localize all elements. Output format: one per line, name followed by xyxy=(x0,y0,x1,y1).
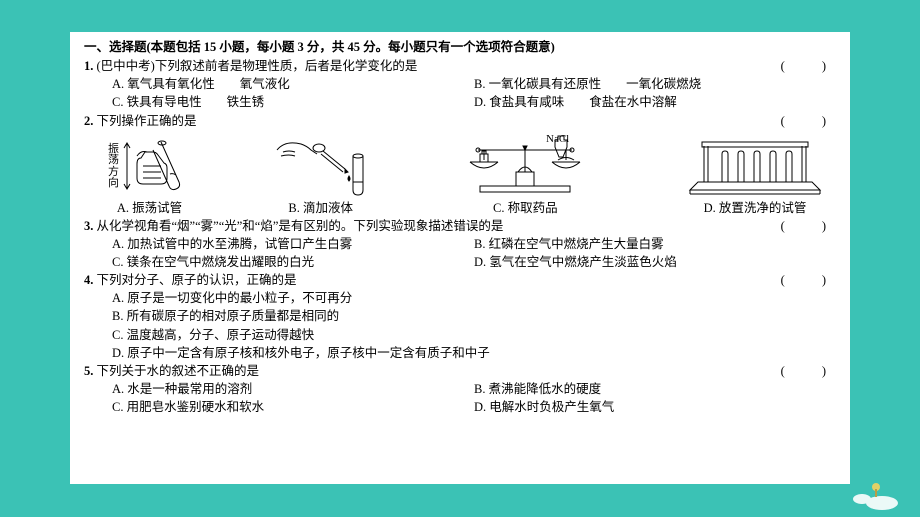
q4-opt-b: B. 所有碳原子的相对原子质量都是相同的 xyxy=(112,307,836,325)
q2-num: 2. xyxy=(84,114,93,128)
q5-opt-c: C. 用肥皂水鉴别硬水和软水 xyxy=(112,398,474,416)
q1-opt-a: A. 氧气具有氧化性 氧气液化 xyxy=(112,75,474,93)
q2-cap-b: B. 滴加液体 xyxy=(288,199,353,217)
q3-stem: 从化学视角看“烟”“雾”“光”和“焰”是有区别的。下列实验现象描述错误的是 xyxy=(97,219,504,233)
q3-opt-a: A. 加热试管中的水至沸腾，试管口产生白雾 xyxy=(112,235,474,253)
answer-paren: ( ) xyxy=(781,362,830,380)
dropper-icon xyxy=(271,136,371,198)
question-2: 2. 下列操作正确的是 ( ) 振 荡 方 向 xyxy=(84,112,836,217)
q5-stem: 下列关于水的叙述不正确的是 xyxy=(97,364,260,378)
tube-rack-icon xyxy=(680,136,830,198)
shake-direction-label: 振 荡 方 向 xyxy=(108,144,119,190)
q5-opt-a: A. 水是一种最常用的溶剂 xyxy=(112,380,474,398)
question-1: 1. (巴中中考)下列叙述前者是物理性质，后者是化学变化的是 ( ) A. 氧气… xyxy=(84,57,836,111)
q4-options: A. 原子是一切变化中的最小粒子，不可再分 B. 所有碳原子的相对原子质量都是相… xyxy=(84,289,836,362)
q5-opt-b: B. 煮沸能降低水的硬度 xyxy=(474,380,836,398)
q4-stem: 下列对分子、原子的认识，正确的是 xyxy=(97,273,297,287)
q3-opt-d: D. 氢气在空气中燃烧产生淡蓝色火焰 xyxy=(474,253,836,271)
question-4: 4. 下列对分子、原子的认识，正确的是 ( ) A. 原子是一切变化中的最小粒子… xyxy=(84,271,836,362)
q4-opt-a: A. 原子是一切变化中的最小粒子，不可再分 xyxy=(112,289,836,307)
q1-opt-b: B. 一氧化碳具有还原性 一氧化碳燃烧 xyxy=(474,75,836,93)
balance-scale-icon: NaCl xyxy=(450,132,600,198)
question-3: 3. 从化学视角看“烟”“雾”“光”和“焰”是有区别的。下列实验现象描述错误的是… xyxy=(84,217,836,271)
q2-cap-d: D. 放置洗净的试管 xyxy=(704,199,807,217)
exam-page: 一、选择题(本题包括 15 小题，每小题 3 分，共 45 分。每小题只有一个选… xyxy=(70,32,850,484)
answer-paren: ( ) xyxy=(781,112,830,130)
q3-opt-b: B. 红磷在空气中燃烧产生大量白雾 xyxy=(474,235,836,253)
q2-figures: 振 荡 方 向 xyxy=(84,130,836,217)
q2-fig-b: B. 滴加液体 xyxy=(271,136,371,217)
hand-tube-icon xyxy=(121,136,191,198)
q2-fig-d: D. 放置洗净的试管 xyxy=(680,136,830,217)
q1-opt-c: C. 铁具有导电性 铁生锈 xyxy=(112,93,474,111)
corner-decoration-icon xyxy=(842,475,902,511)
q2-fig-c: NaCl xyxy=(450,132,600,217)
q4-opt-d: D. 原子中一定含有原子核和核外电子，原子核中一定含有质子和中子 xyxy=(112,344,836,362)
q2-cap-a: A. 振荡试管 xyxy=(117,199,182,217)
q2-cap-c: C. 称取药品 xyxy=(493,199,558,217)
q5-num: 5. xyxy=(84,364,93,378)
answer-paren: ( ) xyxy=(781,271,830,289)
q3-num: 3. xyxy=(84,219,93,233)
answer-paren: ( ) xyxy=(781,57,830,75)
q5-options: A. 水是一种最常用的溶剂 B. 煮沸能降低水的硬度 C. 用肥皂水鉴别硬水和软… xyxy=(84,380,836,416)
q4-opt-c: C. 温度越高，分子、原子运动得越快 xyxy=(112,326,836,344)
q1-num: 1. xyxy=(84,59,93,73)
q2-stem: 下列操作正确的是 xyxy=(97,114,197,128)
q1-options: A. 氧气具有氧化性 氧气液化 B. 一氧化碳具有还原性 一氧化碳燃烧 C. 铁… xyxy=(84,75,836,111)
q5-opt-d: D. 电解水时负极产生氧气 xyxy=(474,398,836,416)
q1-opt-d: D. 食盐具有咸味 食盐在水中溶解 xyxy=(474,93,836,111)
section-header: 一、选择题(本题包括 15 小题，每小题 3 分，共 45 分。每小题只有一个选… xyxy=(84,38,836,56)
q1-stem: (巴中中考)下列叙述前者是物理性质，后者是化学变化的是 xyxy=(97,59,418,73)
question-5: 5. 下列关于水的叙述不正确的是 ( ) A. 水是一种最常用的溶剂 B. 煮沸… xyxy=(84,362,836,416)
answer-paren: ( ) xyxy=(781,217,830,235)
q3-opt-c: C. 镁条在空气中燃烧发出耀眼的白光 xyxy=(112,253,474,271)
q3-options: A. 加热试管中的水至沸腾，试管口产生白雾 B. 红磷在空气中燃烧产生大量白雾 … xyxy=(84,235,836,271)
q4-num: 4. xyxy=(84,273,93,287)
q2-fig-a: 振 荡 方 向 xyxy=(108,136,191,217)
